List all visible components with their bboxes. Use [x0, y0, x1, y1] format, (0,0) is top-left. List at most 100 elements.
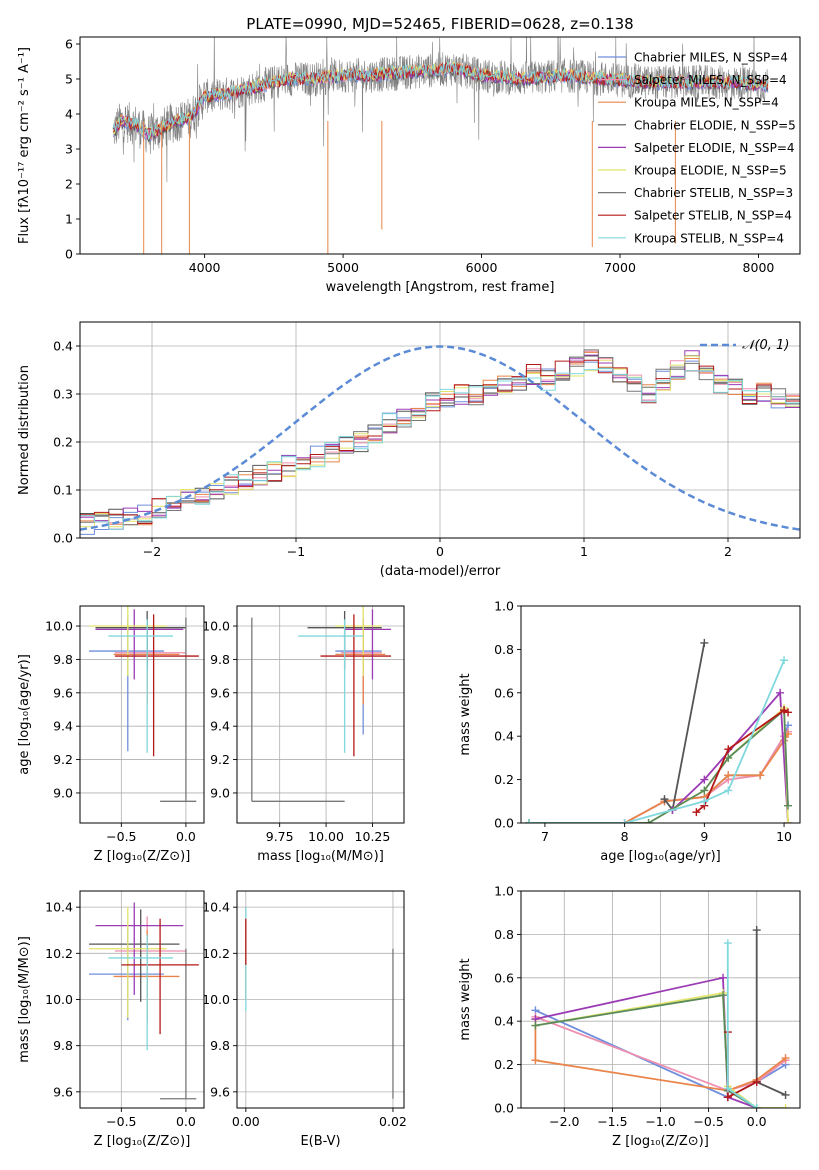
mass-weight-marker: [531, 1021, 540, 1030]
mass-weight-line: [529, 708, 789, 823]
mass-weight-marker: [644, 819, 653, 823]
y-tick-label: 10.2: [45, 946, 73, 961]
x-axis-label: Z [log₁₀(Z/Z⊙)]: [94, 1134, 191, 1149]
mass-weight-marker: [719, 991, 728, 1000]
residual-histogram-step: [80, 355, 800, 528]
y-tick-label: 9.8: [53, 652, 73, 667]
x-tick-label: −0.5: [693, 1114, 723, 1129]
legend-label: Chabrier MILES, N_SSP=4: [634, 51, 788, 65]
y-tick-label: 0.8: [494, 927, 514, 942]
y-tick-label: 0.2: [494, 772, 514, 787]
mass-weight-marker: [692, 808, 701, 817]
x-tick-label: 4000: [189, 260, 221, 275]
y-tick-label: 10.4: [45, 900, 73, 915]
mass-weight-marker: [756, 771, 765, 780]
z-age-plot-area: [89, 606, 199, 802]
mass-weight-marker: [752, 1104, 761, 1108]
mass-weight-marker: [781, 1054, 790, 1063]
x-tick-label: 0.00: [232, 1114, 260, 1129]
x-tick-label: 0.0: [176, 1114, 196, 1129]
legend-label: Salpeter STELIB, N_SSP=4: [634, 209, 792, 223]
legend-label: Kroupa MILES, N_SSP=4: [634, 96, 779, 110]
y-tick-label: 10.0: [45, 619, 73, 634]
y-tick-label: 0.0: [53, 531, 73, 546]
z-mass-panel: −0.5 0.0 9.6 9.8 10.0 10.2 10.4 Z [log₁₀(Z/Z⊙)]…: [17, 890, 205, 1149]
mass-weight-line: [529, 731, 789, 823]
z-age-panel: −0.5 0.0 9.0 9.2 9.4 9.6 9.8 10.0 Z [log₁₀(Z/Z⊙)…: [17, 605, 205, 864]
mass-weight-marker: [780, 656, 789, 665]
mass-weight-marker: [724, 753, 733, 762]
y-axis-label: Normed distribution: [17, 365, 32, 495]
x-tick-label: 9: [700, 829, 708, 844]
y-tick-label: 0.0: [494, 816, 514, 831]
x-tick-label: 8: [621, 829, 629, 844]
gaussian-curve: [80, 345, 800, 531]
z-weight-plot-area: [531, 926, 790, 1108]
spectrum-legend: Chabrier MILES, N_SSP=4 Salpeter MILES, N…: [598, 51, 796, 245]
y-axis-label: mass weight: [458, 673, 473, 755]
residual-histogram-step: [80, 351, 800, 526]
y-axis-label: age [log₁₀(age/yr)]: [17, 654, 32, 775]
x-tick-label: 9.75: [266, 829, 294, 844]
z-mass-plot-area: [89, 902, 199, 1100]
x-axis-label: Z [log₁₀(Z/Z⊙)]: [94, 849, 191, 864]
x-axis-label: Z [log₁₀(Z/Z⊙)]: [612, 1134, 709, 1149]
x-axis-label: E(B-V): [300, 1134, 340, 1149]
mass-weight-marker: [700, 775, 709, 784]
y-tick-label: 10.4: [202, 900, 230, 915]
x-tick-label: 2: [724, 544, 732, 559]
mass-weight-marker: [700, 638, 709, 647]
y-tick-label: 0.2: [53, 435, 73, 450]
y-tick-label: 9.0: [210, 785, 230, 800]
age-weight-plot-area: [524, 638, 793, 823]
y-tick-label: 0.4: [494, 1014, 514, 1029]
mass-weight-marker: [719, 973, 728, 982]
y-tick-label: 9.8: [53, 1038, 73, 1053]
axes-frame: [79, 605, 205, 824]
x-tick-label: −1.5: [597, 1114, 627, 1129]
x-tick-label: 0.0: [176, 829, 196, 844]
legend-label: Salpeter MILES, N_SSP=4: [634, 73, 787, 87]
mass-weight-marker: [723, 939, 732, 948]
x-tick-label: −0.5: [106, 1114, 136, 1129]
y-tick-label: 9.2: [53, 752, 73, 767]
x-axis-label: mass [log₁₀(M/M⊙)]: [257, 849, 384, 864]
mass-weight-marker: [784, 801, 793, 810]
legend-label: Kroupa STELIB, N_SSP=4: [634, 231, 784, 245]
y-axis-label: mass [log₁₀(M/M⊙)]: [17, 936, 32, 1063]
x-tick-label: 10.25: [355, 829, 391, 844]
y-tick-label: 0.1: [53, 483, 73, 498]
y-tick-label: 5: [65, 72, 73, 87]
y-tick-label: 9.8: [210, 652, 230, 667]
y-tick-label: 0: [65, 247, 73, 262]
y-tick-label: 0.4: [53, 339, 73, 354]
mass-weight-marker: [724, 786, 733, 795]
legend-label: Chabrier ELODIE, N_SSP=5: [634, 118, 796, 132]
mass-weight-line: [535, 1016, 787, 1092]
legend-label: Salpeter ELODIE, N_SSP=4: [634, 141, 795, 155]
mass-weight-line: [529, 706, 789, 823]
x-tick-label: −1.0: [645, 1114, 675, 1129]
x-axis-label: age [log₁₀(age/yr)]: [600, 849, 721, 864]
mass-weight-marker: [660, 795, 669, 804]
mass-weight-line: [695, 709, 789, 813]
x-tick-label: 0: [436, 544, 444, 559]
y-tick-label: 0.4: [494, 729, 514, 744]
x-tick-label: −0.5: [106, 829, 136, 844]
y-axis-label: mass weight: [458, 958, 473, 1040]
y-tick-label: 9.0: [53, 785, 73, 800]
legend-label: 𝒩(0, 1): [742, 338, 789, 353]
mass-weight-marker: [781, 1104, 790, 1108]
mass-weight-marker: [784, 708, 793, 717]
mass-weight-marker: [752, 926, 761, 935]
y-tick-label: 10.0: [202, 992, 230, 1007]
x-tick-label: 0.02: [379, 1114, 407, 1129]
x-tick-label: 7: [541, 829, 549, 844]
x-tick-label: 5000: [327, 260, 359, 275]
figure-title: PLATE=0990, MJD=52465, FIBERID=0628, z=0…: [246, 15, 633, 33]
y-tick-label: 1.0: [494, 599, 514, 614]
y-tick-label: 9.6: [53, 685, 73, 700]
mass-weight-line: [529, 733, 789, 823]
residuals-panel: −2 −1 0 1 2 0.0 0.1 0.2 0.3 0.4 (data-model)/error…: [17, 321, 801, 579]
residual-histogram-step: [80, 360, 800, 535]
